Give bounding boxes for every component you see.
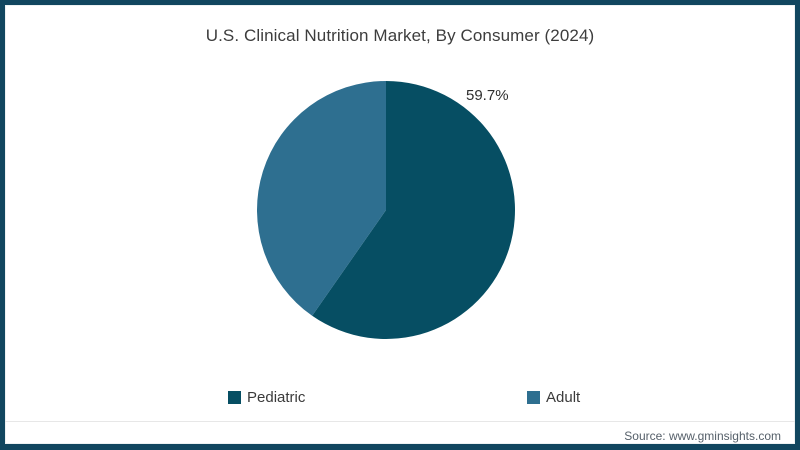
legend-item-adult: Adult bbox=[527, 389, 580, 406]
chart-title: U.S. Clinical Nutrition Market, By Consu… bbox=[205, 26, 595, 45]
pie-slice-adult bbox=[256, 81, 386, 316]
legend-item-pediatric: Pediatric bbox=[228, 389, 305, 406]
pie-chart bbox=[256, 81, 515, 339]
panel-bottom-divider bbox=[5, 421, 795, 422]
legend-label-pediatric: Pediatric bbox=[247, 389, 306, 406]
pie-slice-datalabel: 59.7% bbox=[466, 87, 509, 104]
pie-slice-pediatric bbox=[312, 81, 515, 339]
legend-label-adult: Adult bbox=[546, 389, 581, 406]
legend-swatch-adult bbox=[527, 391, 540, 404]
source-attribution: Source: www.gminsights.com bbox=[624, 429, 781, 443]
legend-swatch-pediatric bbox=[228, 391, 241, 404]
